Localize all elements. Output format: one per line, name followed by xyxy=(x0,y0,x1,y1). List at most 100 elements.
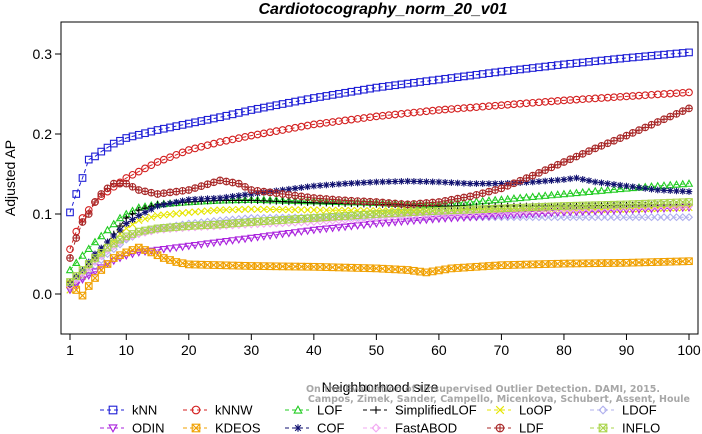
point-ldof xyxy=(541,213,550,222)
point-odin xyxy=(184,242,194,251)
point-inflo xyxy=(685,198,693,206)
point-ldf xyxy=(522,174,531,183)
point-odin xyxy=(428,216,437,224)
point-cof xyxy=(635,184,643,191)
point-knn xyxy=(234,109,243,117)
point-knnw xyxy=(197,142,206,151)
point-ldf xyxy=(628,129,637,137)
point-lof xyxy=(547,190,556,199)
point-ldof xyxy=(647,213,656,222)
point-ldf xyxy=(116,179,124,188)
point-loop xyxy=(241,205,249,214)
point-ldf xyxy=(560,158,568,166)
point-cof xyxy=(229,193,236,200)
point-knn xyxy=(141,129,149,138)
point-cof xyxy=(223,193,230,201)
point-kdeos xyxy=(103,260,112,268)
point-odin xyxy=(247,234,256,243)
point-ldf xyxy=(666,112,675,121)
point-cof xyxy=(560,176,568,183)
point-odin xyxy=(134,249,144,257)
point-kdeos xyxy=(97,266,106,274)
point-odin xyxy=(434,215,444,224)
point-simplifiedlof xyxy=(260,197,268,205)
point-loop xyxy=(160,211,168,219)
point-loop xyxy=(210,206,218,215)
point-inflo xyxy=(435,206,443,215)
point-odin xyxy=(472,213,481,222)
point-odin xyxy=(340,223,350,232)
point-loop xyxy=(235,205,243,214)
point-knn xyxy=(72,190,81,198)
point-lof xyxy=(515,193,525,202)
point-ldof xyxy=(516,213,525,222)
legend-label: kNN xyxy=(132,403,157,418)
point-ldf xyxy=(166,188,174,197)
point-odin xyxy=(422,216,431,225)
point-loop xyxy=(197,207,205,216)
point-cof xyxy=(648,185,655,193)
legend-label: LoOP xyxy=(519,403,552,418)
legend-item-lof: LOF xyxy=(285,403,342,418)
point-kdeos xyxy=(516,260,525,269)
point-cof xyxy=(416,178,424,185)
y-axis-label: Adjusted AP xyxy=(2,140,18,216)
point-inflo xyxy=(672,198,681,207)
point-cof xyxy=(210,195,218,202)
legend-item-ldof: LDOF xyxy=(590,403,657,418)
point-cof xyxy=(616,181,624,189)
point-simplifiedlof xyxy=(135,206,143,214)
point-ldf xyxy=(122,179,131,188)
point-cof xyxy=(466,180,474,187)
point-ldof xyxy=(572,213,581,222)
point-loop xyxy=(266,205,274,214)
point-lof xyxy=(672,180,681,188)
point-cof xyxy=(404,177,411,185)
point-kdeos xyxy=(72,286,81,294)
point-knn xyxy=(228,110,237,119)
point-odin xyxy=(309,226,319,235)
point-ldf xyxy=(128,182,137,191)
x-tick-label: 1 xyxy=(66,342,74,358)
point-cof xyxy=(298,184,305,191)
point-knn xyxy=(147,127,156,136)
point-knnw xyxy=(134,167,143,176)
x-tick-label: 90 xyxy=(619,342,635,358)
point-ldf xyxy=(616,134,625,143)
point-ldf xyxy=(197,182,206,191)
legend-label: LDF xyxy=(519,421,544,434)
point-lof xyxy=(603,185,612,194)
point-ldf xyxy=(510,179,518,188)
point-ldf xyxy=(641,123,650,132)
point-ldof xyxy=(603,213,612,222)
point-cof xyxy=(310,182,318,190)
point-cof xyxy=(335,180,343,188)
point-fastabod xyxy=(197,222,206,232)
point-ldf xyxy=(66,254,74,262)
point-loop xyxy=(335,206,343,215)
point-ldf xyxy=(485,187,493,196)
point-cof xyxy=(398,178,405,185)
point-simplifiedlof xyxy=(254,197,261,204)
legend-item-odin: ODIN xyxy=(100,421,165,434)
point-ldf xyxy=(553,160,562,169)
point-cof xyxy=(435,178,443,186)
point-cof xyxy=(304,183,311,191)
point-cof xyxy=(541,177,549,185)
point-knn xyxy=(97,147,106,156)
point-knn xyxy=(241,107,249,116)
point-ldf xyxy=(378,198,387,207)
series-ldf xyxy=(66,104,693,262)
x-tick-label: 40 xyxy=(306,342,322,358)
point-kdeos xyxy=(335,263,343,272)
legend-marker xyxy=(495,405,505,415)
point-ldf xyxy=(372,198,381,206)
point-cof xyxy=(610,181,618,188)
point-ldf xyxy=(216,176,224,185)
point-cof xyxy=(460,179,468,187)
point-inflo xyxy=(72,272,81,280)
point-ldf xyxy=(366,197,374,206)
point-kdeos xyxy=(610,259,618,267)
legend-label: LDOF xyxy=(622,403,657,418)
point-ldf xyxy=(660,115,668,124)
